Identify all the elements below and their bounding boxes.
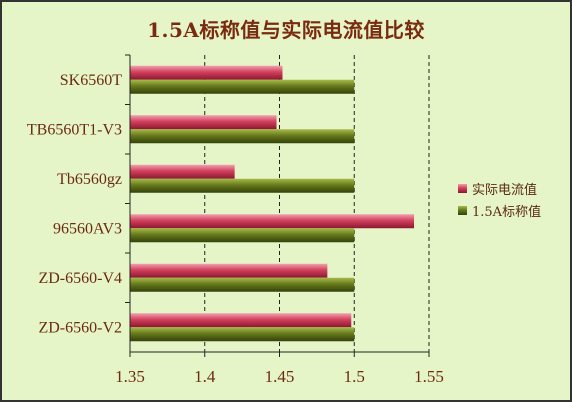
actual-current-bar [130, 263, 328, 278]
x-tick-label: 1.35 [115, 367, 145, 386]
category-label: Tb6560gz [57, 171, 122, 188]
legend-label: 实际电流值 [472, 182, 537, 198]
category-label: SK6560T [60, 72, 122, 89]
category-label: 96560AV3 [53, 220, 122, 237]
legend-swatch [458, 206, 467, 215]
nominal-current-bar [130, 228, 355, 243]
nominal-current-bar [130, 79, 355, 94]
category-label: TB6560T1-V3 [27, 121, 122, 138]
category-label: ZD-6560-V4 [38, 270, 122, 287]
nominal-current-bar [130, 277, 355, 292]
actual-current-bar [130, 313, 352, 328]
chart-title: 1.5A标称值与实际电流值比较 [147, 18, 425, 42]
x-tick-label: 1.45 [265, 367, 295, 386]
nominal-current-bar [130, 327, 355, 342]
category-label: ZD-6560-V2 [38, 319, 122, 336]
legend-swatch [458, 184, 467, 193]
actual-current-bar [130, 65, 283, 80]
legend-label: 1.5A标称值 [472, 204, 541, 220]
actual-current-bar [130, 164, 235, 179]
x-tick-label: 1.55 [414, 367, 444, 386]
actual-current-bar [130, 115, 277, 130]
nominal-current-bar [130, 178, 355, 193]
nominal-current-bar [130, 129, 355, 144]
x-tick-label: 1.4 [194, 367, 216, 386]
actual-current-bar [130, 214, 415, 229]
x-tick-label: 1.5 [344, 367, 365, 386]
